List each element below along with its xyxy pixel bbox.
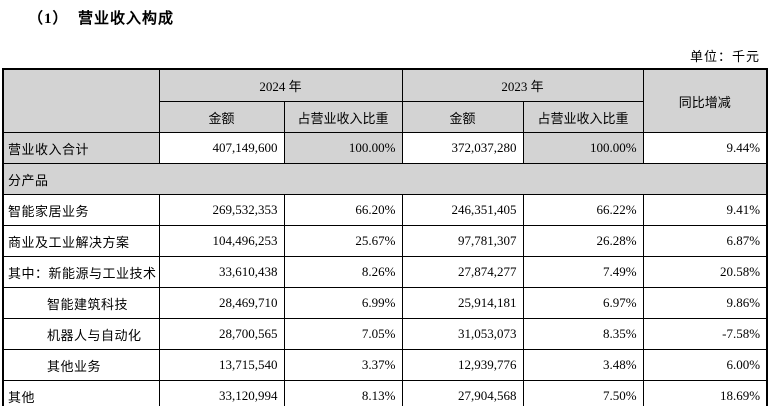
amount-2023-cell: 27,904,568 [401, 380, 524, 406]
yoy-change-cell: 18.69% [642, 380, 768, 406]
share-2023-cell: 7.49% [522, 256, 644, 288]
amount-2024-cell: 28,700,565 [158, 318, 285, 350]
amount-2024-cell: 13,715,540 [158, 349, 285, 381]
header-share-2023: 占营业收入比重 [522, 101, 644, 133]
share-2024-cell: 8.13% [283, 380, 403, 406]
table-row: 智能家居业务 269,532,353 66.20% 246,351,405 66.22%… [2, 194, 768, 226]
share-2024-cell: 3.37% [283, 349, 403, 381]
amount-2023-cell: 12,939,776 [401, 349, 524, 381]
amount-2023-cell: 31,053,073 [401, 318, 524, 350]
table-row: 商业及工业解决方案 104,496,253 25.67% 97,781,307 26.2… [2, 225, 768, 257]
table-row: 智能建筑科技 28,469,710 6.99% 25,914,181 6.97% 9.86… [2, 287, 768, 319]
share-2024-cell: 7.05% [283, 318, 403, 350]
share-2024-cell: 100.00% [283, 132, 403, 164]
header-share-2024: 占营业收入比重 [283, 101, 403, 133]
share-2023-cell: 100.00% [522, 132, 644, 164]
row-label: 商业及工业解决方案 [2, 225, 160, 257]
unit-label: 单位：千元 [689, 49, 760, 64]
table-row: 分产品 [2, 163, 768, 195]
share-2024-cell: 25.67% [283, 225, 403, 257]
header-corner-cell [2, 68, 160, 133]
share-2023-cell: 66.22% [522, 194, 644, 226]
amount-2023-cell: 246,351,405 [401, 194, 524, 226]
yoy-change-cell: 9.86% [642, 287, 768, 319]
amount-2023-cell: 27,874,277 [401, 256, 524, 288]
page-title: （1） 营业收入构成 [28, 11, 175, 27]
amount-2023-cell: 372,037,280 [401, 132, 524, 164]
table-body: 营业收入合计 407,149,600 100.00% 372,037,280 100.0… [2, 132, 768, 406]
table-row: 其他业务 13,715,540 3.37% 12,939,776 3.48% 6.00% [2, 349, 768, 381]
header-amount-2023: 金额 [401, 101, 524, 133]
yoy-change-cell: 9.41% [642, 194, 768, 226]
share-2023-cell: 7.50% [522, 380, 644, 406]
share-2023-cell: 8.35% [522, 318, 644, 350]
amount-2024-cell: 33,610,438 [158, 256, 285, 288]
amount-2024-cell: 104,496,253 [158, 225, 285, 257]
amount-2023-cell: 25,914,181 [401, 287, 524, 319]
yoy-change-cell: 6.87% [642, 225, 768, 257]
row-label: 智能家居业务 [2, 194, 160, 226]
revenue-composition-table: 2024 年 2023 年 同比增减 金额 占营业收入比重 金额 占营业收入比重… [2, 68, 768, 406]
share-2024-cell: 8.26% [283, 256, 403, 288]
amount-2024-cell: 269,532,353 [158, 194, 285, 226]
header-row-metrics: 金额 占营业收入比重 金额 占营业收入比重 [3, 101, 767, 133]
yoy-change-cell: 9.44% [642, 132, 768, 164]
share-2024-cell: 66.20% [283, 194, 403, 226]
table-row: 营业收入合计 407,149,600 100.00% 372,037,280 100.0… [2, 132, 768, 164]
share-2024-cell: 6.99% [283, 287, 403, 319]
section-label: 分产品 [2, 163, 768, 195]
share-2023-cell: 6.97% [522, 287, 644, 319]
share-2023-cell: 26.28% [522, 225, 644, 257]
table-row: 其中：新能源与工业技术 33,610,438 8.26% 27,874,277 7.49… [2, 256, 768, 288]
row-label: 其他业务 [2, 349, 160, 381]
amount-2024-cell: 33,120,994 [158, 380, 285, 406]
header-year-2023: 2023 年 [401, 68, 644, 102]
amount-2024-cell: 407,149,600 [158, 132, 285, 164]
table-header: 2024 年 2023 年 同比增减 金额 占营业收入比重 金额 占营业收入比重 [2, 68, 768, 133]
yoy-change-cell: -7.58% [642, 318, 768, 350]
yoy-change-cell: 20.58% [642, 256, 768, 288]
yoy-change-cell: 6.00% [642, 349, 768, 381]
amount-2024-cell: 28,469,710 [158, 287, 285, 319]
row-label: 智能建筑科技 [2, 287, 160, 319]
header-row-years: 2024 年 2023 年 同比增减 [2, 68, 768, 133]
table-row: 机器人与自动化 28,700,565 7.05% 31,053,073 8.35% -7.… [2, 318, 768, 350]
table-row: 其他 33,120,994 8.13% 27,904,568 7.50% 18.69% [2, 380, 768, 406]
header-yoy-change: 同比增减 [642, 68, 768, 133]
header-amount-2024: 金额 [158, 101, 285, 133]
row-label: 其中：新能源与工业技术 [2, 256, 160, 288]
share-2023-cell: 3.48% [522, 349, 644, 381]
row-label: 其他 [2, 380, 160, 406]
row-label: 机器人与自动化 [2, 318, 160, 350]
amount-2023-cell: 97,781,307 [401, 225, 524, 257]
row-label: 营业收入合计 [2, 132, 160, 164]
header-year-2024: 2024 年 [158, 68, 403, 102]
